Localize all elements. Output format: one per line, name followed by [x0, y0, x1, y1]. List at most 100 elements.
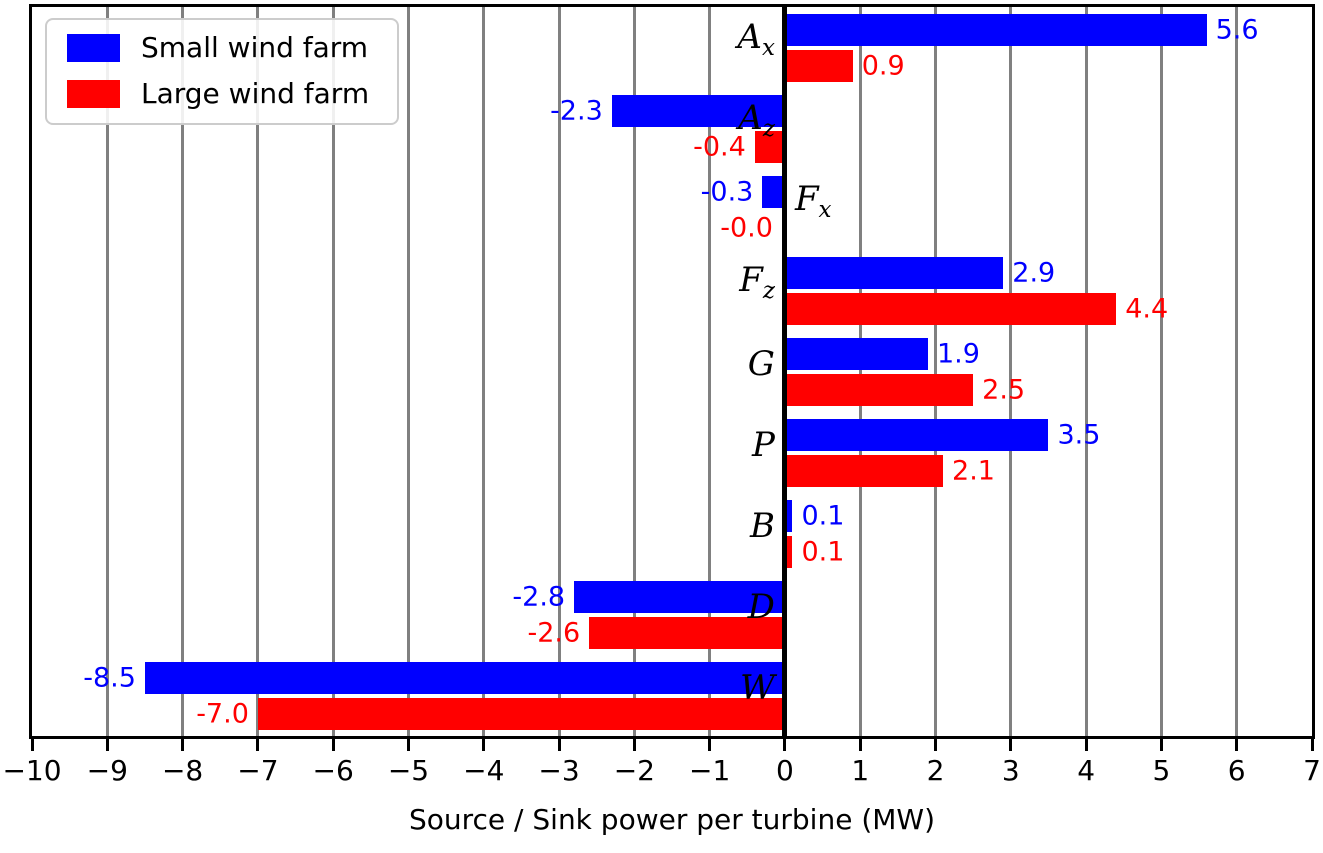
value-label-large-Fz: 4.4	[1125, 293, 1169, 324]
x-tick-5	[1159, 739, 1163, 751]
x-tick--9	[105, 739, 109, 751]
x-tick-label--6: −6	[312, 754, 354, 787]
x-tick--6	[331, 739, 335, 751]
gridline-1	[858, 7, 862, 736]
gridline--5	[406, 7, 410, 736]
x-tick--3	[557, 739, 561, 751]
x-tick-3	[1009, 739, 1013, 751]
x-tick-label-0: 0	[776, 754, 794, 787]
x-tick-label--4: −4	[463, 754, 505, 787]
category-label-D: D	[748, 590, 775, 624]
x-tick-label--7: −7	[237, 754, 279, 787]
x-tick-label--5: −5	[387, 754, 430, 787]
gridline--1	[708, 7, 712, 736]
x-tick-label--1: −1	[689, 754, 731, 787]
category-subscript-Ax: x	[761, 34, 775, 61]
category-label-Az: Az	[738, 101, 775, 141]
x-tick-label-6: 6	[1227, 754, 1246, 787]
bar-large-D	[589, 616, 785, 649]
bar-small-P	[784, 418, 1049, 451]
gridline--9	[105, 7, 109, 736]
x-tick--7	[256, 739, 260, 751]
x-tick-label-4: 4	[1077, 754, 1096, 787]
category-letter-P: P	[752, 424, 775, 465]
value-label-small-W: -8.5	[83, 662, 136, 693]
value-label-large-D: -2.6	[527, 617, 581, 648]
category-label-G: G	[748, 347, 775, 381]
gridline--4	[482, 7, 486, 736]
legend-label-large-wind-farm: Large wind farm	[141, 76, 370, 110]
gridline--2	[632, 7, 636, 736]
gridline--7	[256, 7, 260, 736]
x-tick-1	[858, 739, 862, 751]
bar-large-Az	[754, 130, 785, 163]
value-label-large-Az: -0.4	[693, 131, 746, 162]
value-label-large-Ax: 0.9	[861, 50, 905, 81]
x-tick-6	[1235, 739, 1239, 751]
x-axis: −10 −9 −8 −7 −6 −5 −4 −3 −2 −1 0 1 2 3 4 5 6 7	[2, 739, 1321, 799]
x-tick-label-1: 1	[851, 754, 870, 787]
bar-small-B	[784, 499, 793, 532]
category-letter-G: G	[747, 343, 775, 384]
value-label-small-D: -2.8	[512, 581, 566, 612]
gridline-4	[1084, 7, 1088, 736]
x-tick-4	[1084, 739, 1088, 751]
x-tick-label--10: −10	[2, 754, 62, 787]
category-label-Ax: Ax	[737, 20, 775, 60]
x-tick--5	[406, 739, 410, 751]
bar-small-Ax	[784, 13, 1207, 46]
value-label-small-B: 0.1	[801, 500, 845, 531]
value-label-small-Az: -2.3	[550, 95, 603, 126]
value-label-large-P: 2.1	[952, 455, 995, 486]
bar-small-G	[784, 337, 928, 370]
x-tick--1	[708, 739, 712, 751]
bar-large-P	[784, 454, 944, 487]
bar-large-G	[784, 373, 974, 406]
legend-item-small-wind-farm: Small wind farm	[67, 31, 369, 64]
x-tick-label--8: −8	[161, 754, 204, 787]
x-tick-label--9: −9	[86, 754, 128, 787]
category-label-B: B	[750, 509, 775, 543]
x-tick--10	[30, 739, 34, 751]
x-tick--4	[482, 739, 486, 751]
x-tick-label-2: 2	[926, 754, 945, 787]
x-tick-7	[1310, 739, 1314, 751]
bar-small-Fx	[762, 175, 785, 208]
x-tick-2	[934, 739, 938, 751]
value-label-small-Ax: 5.6	[1215, 14, 1259, 45]
x-tick-label-3: 3	[1001, 754, 1020, 787]
category-label-P: P	[752, 428, 775, 462]
bar-large-Fz	[784, 292, 1117, 325]
bar-large-Ax	[784, 49, 853, 82]
gridline-6	[1235, 7, 1239, 736]
category-letter-B: B	[749, 505, 775, 546]
x-tick--8	[181, 739, 185, 751]
x-axis-title: Source / Sink power per turbine (MW)	[408, 803, 936, 836]
gridline--6	[331, 7, 335, 736]
bar-small-D	[574, 580, 785, 613]
x-tick-label-5: 5	[1152, 754, 1171, 787]
value-label-small-Fz: 2.9	[1012, 257, 1056, 288]
category-letter-Ax: A	[737, 16, 762, 57]
gridline-5	[1159, 7, 1163, 736]
gridline-2	[934, 7, 938, 736]
category-letter-Fx: F	[794, 178, 819, 219]
category-subscript-Fx: x	[818, 196, 832, 223]
value-label-small-G: 1.9	[937, 338, 980, 369]
x-tick--2	[632, 739, 636, 751]
category-letter-Fz: F	[739, 259, 763, 300]
bar-small-W	[144, 661, 785, 694]
bar-large-W	[257, 697, 785, 730]
legend-label-small-wind-farm: Small wind farm	[141, 31, 369, 64]
legend-swatch-red	[67, 80, 120, 109]
value-label-small-Fx: -0.3	[700, 176, 754, 207]
zero-axis-line	[782, 7, 788, 736]
value-label-large-Fx: -0.0	[720, 212, 773, 243]
value-label-large-W: -7.0	[196, 698, 249, 729]
category-label-Fx: Fx	[795, 182, 832, 222]
value-label-large-G: 2.5	[982, 374, 1026, 405]
category-subscript-Fz: z	[762, 277, 775, 304]
legend: Small wind farm Large wind farm	[45, 18, 400, 125]
gridline--3	[557, 7, 561, 736]
